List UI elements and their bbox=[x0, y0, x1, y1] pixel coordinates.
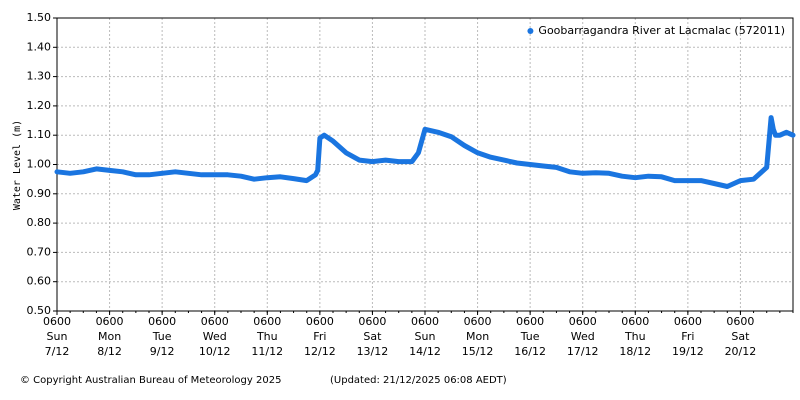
x-tick-date: 13/12 bbox=[357, 345, 389, 358]
x-tick-time: 0600 bbox=[411, 315, 439, 328]
y-tick-label: 0.70 bbox=[27, 245, 52, 258]
y-tick-label: 1.20 bbox=[27, 99, 52, 112]
x-tick-time: 0600 bbox=[253, 315, 281, 328]
x-tick-day: Mon bbox=[98, 330, 121, 343]
x-tick-time: 0600 bbox=[201, 315, 229, 328]
x-tick-date: 19/12 bbox=[672, 345, 704, 358]
x-tick-day: Tue bbox=[152, 330, 172, 343]
legend-label: Goobarragandra River at Lacmalac (572011… bbox=[538, 24, 785, 37]
x-tick-time: 0600 bbox=[148, 315, 176, 328]
y-tick-label: 1.10 bbox=[27, 128, 52, 141]
x-tick-time: 0600 bbox=[516, 315, 544, 328]
y-tick-label: 1.00 bbox=[27, 158, 52, 171]
x-tick-time: 0600 bbox=[464, 315, 492, 328]
x-tick-date: 11/12 bbox=[251, 345, 283, 358]
x-tick-time: 0600 bbox=[43, 315, 71, 328]
x-tick-day: Sun bbox=[47, 330, 68, 343]
plot-frame bbox=[56, 17, 794, 312]
y-tick-label: 0.50 bbox=[27, 304, 52, 317]
x-tick-date: 18/12 bbox=[619, 345, 651, 358]
x-tick-day: Mon bbox=[466, 330, 489, 343]
x-tick-time: 0600 bbox=[674, 315, 702, 328]
x-tick-date: 8/12 bbox=[97, 345, 122, 358]
copyright: © Copyright Australian Bureau of Meteoro… bbox=[20, 375, 281, 386]
x-tick-time: 0600 bbox=[306, 315, 334, 328]
y-tick-label: 1.30 bbox=[27, 70, 52, 83]
x-tick-date: 15/12 bbox=[462, 345, 494, 358]
y-axis-label: Water Level (m) bbox=[12, 120, 23, 210]
updated: (Updated: 21/12/2025 06:08 AEDT) bbox=[330, 375, 507, 386]
x-tick-time: 0600 bbox=[96, 315, 124, 328]
x-tick-date: 17/12 bbox=[567, 345, 599, 358]
x-tick-day: Sun bbox=[415, 330, 436, 343]
x-tick-day: Fri bbox=[681, 330, 694, 343]
x-tick-date: 10/12 bbox=[199, 345, 231, 358]
x-tick-day: Thu bbox=[256, 330, 278, 343]
y-tick-label: 1.50 bbox=[27, 11, 52, 24]
x-tick-day: Wed bbox=[203, 330, 227, 343]
x-tick-day: Fri bbox=[313, 330, 326, 343]
x-tick-date: 20/12 bbox=[725, 345, 757, 358]
x-tick-time: 0600 bbox=[726, 315, 754, 328]
x-tick-day: Wed bbox=[571, 330, 595, 343]
y-tick-label: 0.60 bbox=[27, 275, 52, 288]
x-tick-time: 0600 bbox=[569, 315, 597, 328]
x-tick-date: 14/12 bbox=[409, 345, 441, 358]
x-tick-time: 0600 bbox=[358, 315, 386, 328]
y-tick-label: 1.40 bbox=[27, 40, 52, 53]
x-tick-time: 0600 bbox=[621, 315, 649, 328]
x-tick-date: 16/12 bbox=[514, 345, 546, 358]
x-tick-day: Thu bbox=[624, 330, 646, 343]
x-tick-date: 7/12 bbox=[45, 345, 70, 358]
x-tick-day: Sat bbox=[731, 330, 750, 343]
legend-marker bbox=[527, 28, 534, 34]
x-tick-day: Tue bbox=[520, 330, 540, 343]
series-line bbox=[54, 115, 796, 189]
y-tick-label: 0.80 bbox=[27, 216, 52, 229]
x-tick-date: 12/12 bbox=[304, 345, 336, 358]
x-tick-date: 9/12 bbox=[150, 345, 175, 358]
x-tick-day: Sat bbox=[363, 330, 382, 343]
y-tick-label: 0.90 bbox=[27, 187, 52, 200]
